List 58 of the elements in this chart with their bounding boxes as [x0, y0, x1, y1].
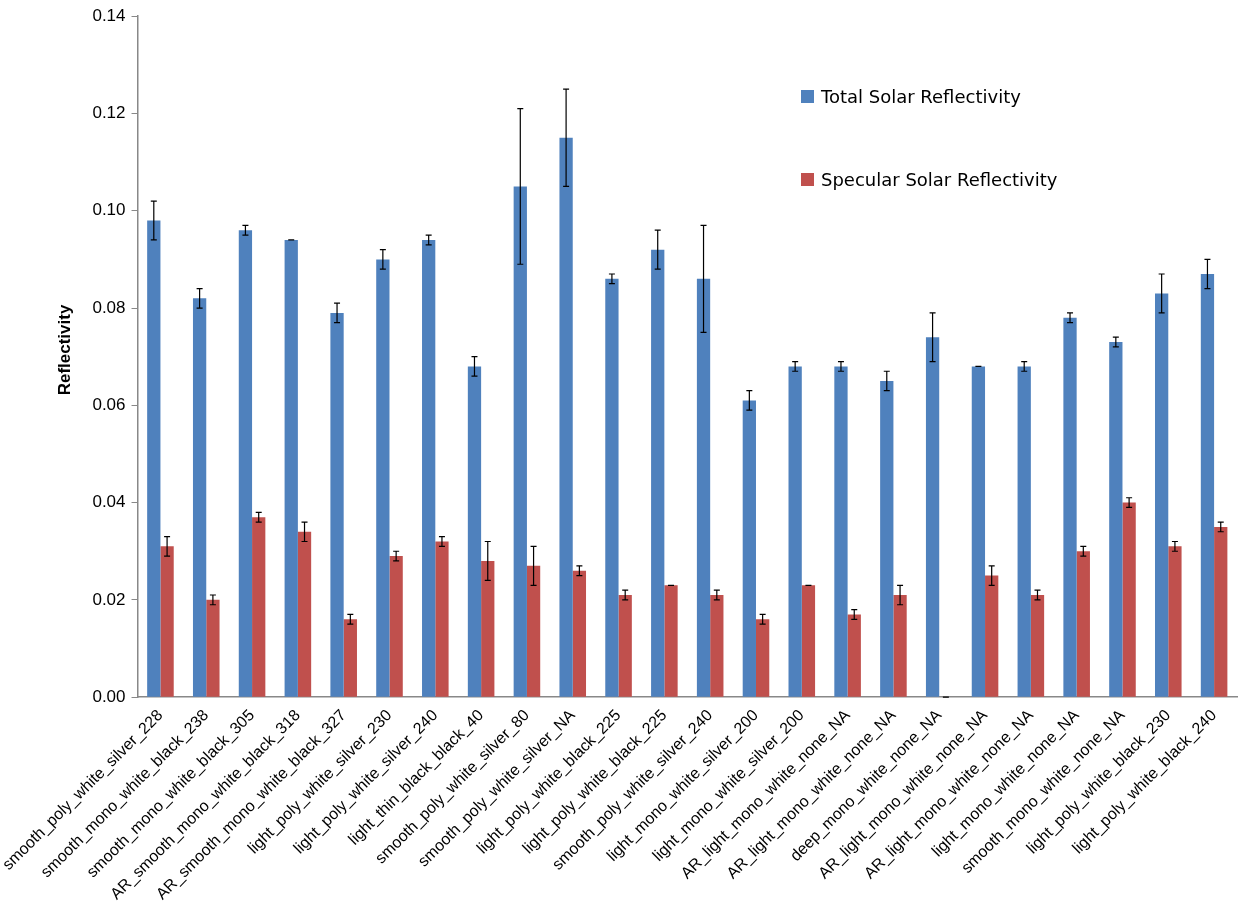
bar: [284, 239, 298, 697]
bar: [1030, 595, 1045, 697]
bar: [1155, 293, 1169, 697]
bar: [1076, 551, 1090, 697]
bar: [513, 186, 527, 697]
bar: [742, 400, 756, 697]
bar: [801, 585, 816, 697]
bar: [330, 312, 344, 697]
bar: [238, 230, 253, 697]
bar: [985, 575, 999, 697]
bar: [664, 585, 678, 697]
y-tick-label: 0.02: [92, 589, 126, 609]
y-axis-title: Reflectivity: [55, 304, 76, 396]
bar: [422, 239, 436, 697]
y-tick-label: 0.08: [92, 297, 126, 317]
bar: [893, 595, 907, 697]
bar: [572, 570, 587, 697]
bar: [1214, 526, 1228, 697]
y-tick-label: 0.06: [92, 395, 126, 414]
bar: [651, 249, 665, 697]
bar: [1109, 342, 1123, 697]
bar: [880, 380, 894, 697]
bar: [925, 337, 940, 697]
bar: [147, 220, 161, 697]
bar: [847, 614, 861, 697]
bar: [376, 259, 390, 697]
bar: [971, 366, 986, 697]
bar: [160, 546, 174, 697]
bar: [1122, 502, 1136, 697]
bar: [559, 137, 573, 697]
y-tick-label: 0.10: [92, 200, 126, 220]
legend-label: Total Solar Reflectivity: [821, 86, 1021, 108]
bar: [696, 278, 711, 697]
bar: [297, 531, 312, 697]
y-tick-label: 0.14: [92, 5, 126, 25]
bar: [788, 366, 802, 697]
bar: [435, 541, 449, 697]
y-tick-label: 0.12: [92, 103, 126, 123]
bar: [467, 366, 482, 697]
bar: [343, 619, 357, 697]
legend-label: Specular Solar Reflectivity: [821, 169, 1058, 191]
bar: [252, 517, 266, 697]
bar: [605, 278, 619, 697]
bar: [1168, 546, 1182, 697]
bar: [481, 560, 495, 697]
y-tick-label: 0.04: [92, 492, 126, 512]
bar: [206, 599, 220, 697]
bar: [389, 556, 403, 697]
bar: [618, 595, 632, 697]
bar: [1063, 317, 1077, 697]
bar: [526, 565, 541, 697]
y-tick-label: 0.00: [92, 686, 126, 706]
bar: [710, 595, 724, 697]
bar: [1017, 366, 1031, 697]
bar: [192, 298, 207, 697]
bar: [834, 366, 848, 697]
bar: [755, 619, 770, 697]
bar: [1200, 273, 1215, 697]
